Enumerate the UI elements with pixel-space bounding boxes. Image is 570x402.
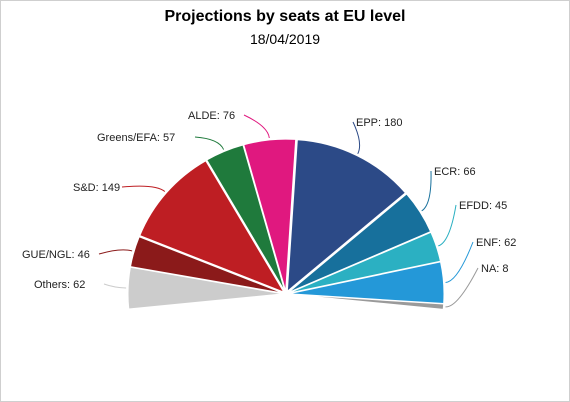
chart-title: Projections by seats at EU level (164, 8, 406, 25)
slice-na[interactable] (288, 293, 445, 310)
label-alde: ALDE: 76 (188, 110, 235, 122)
label-enf: ENF: 62 (476, 237, 516, 249)
label-epp: EPP: 180 (356, 117, 402, 129)
label-gue-ngl: GUE/NGL: 46 (22, 249, 90, 261)
connector-efdd (438, 204, 457, 247)
slice-ecr[interactable] (288, 193, 432, 293)
connector-greens-efa (194, 136, 225, 150)
connector-na (445, 267, 479, 308)
label-na: NA: 8 (481, 263, 509, 275)
connector-alde (243, 114, 270, 139)
label-ecr: ECR: 66 (434, 166, 476, 178)
connector-gue-ngl (98, 249, 133, 255)
label-s-d: S&D: 149 (73, 182, 120, 194)
slice-others[interactable] (127, 266, 284, 310)
slice-epp[interactable] (286, 139, 407, 293)
slice-alde[interactable] (243, 138, 297, 292)
chart-subtitle: 18/04/2019 (249, 31, 321, 47)
label-efdd: EFDD: 45 (459, 200, 507, 212)
slice-gue-ngl[interactable] (129, 236, 284, 294)
slice-efdd[interactable] (288, 231, 441, 294)
connector-epp (352, 121, 361, 155)
label-others: Others: 62 (34, 279, 85, 291)
connector-enf (445, 241, 474, 283)
connector-ecr (421, 170, 432, 212)
connector-others (103, 283, 127, 289)
slice-greens-efa[interactable] (206, 144, 286, 292)
connector-s-d (121, 185, 166, 192)
slice-s-d[interactable] (139, 160, 285, 294)
label-greens-efa: Greens/EFA: 57 (97, 132, 175, 144)
